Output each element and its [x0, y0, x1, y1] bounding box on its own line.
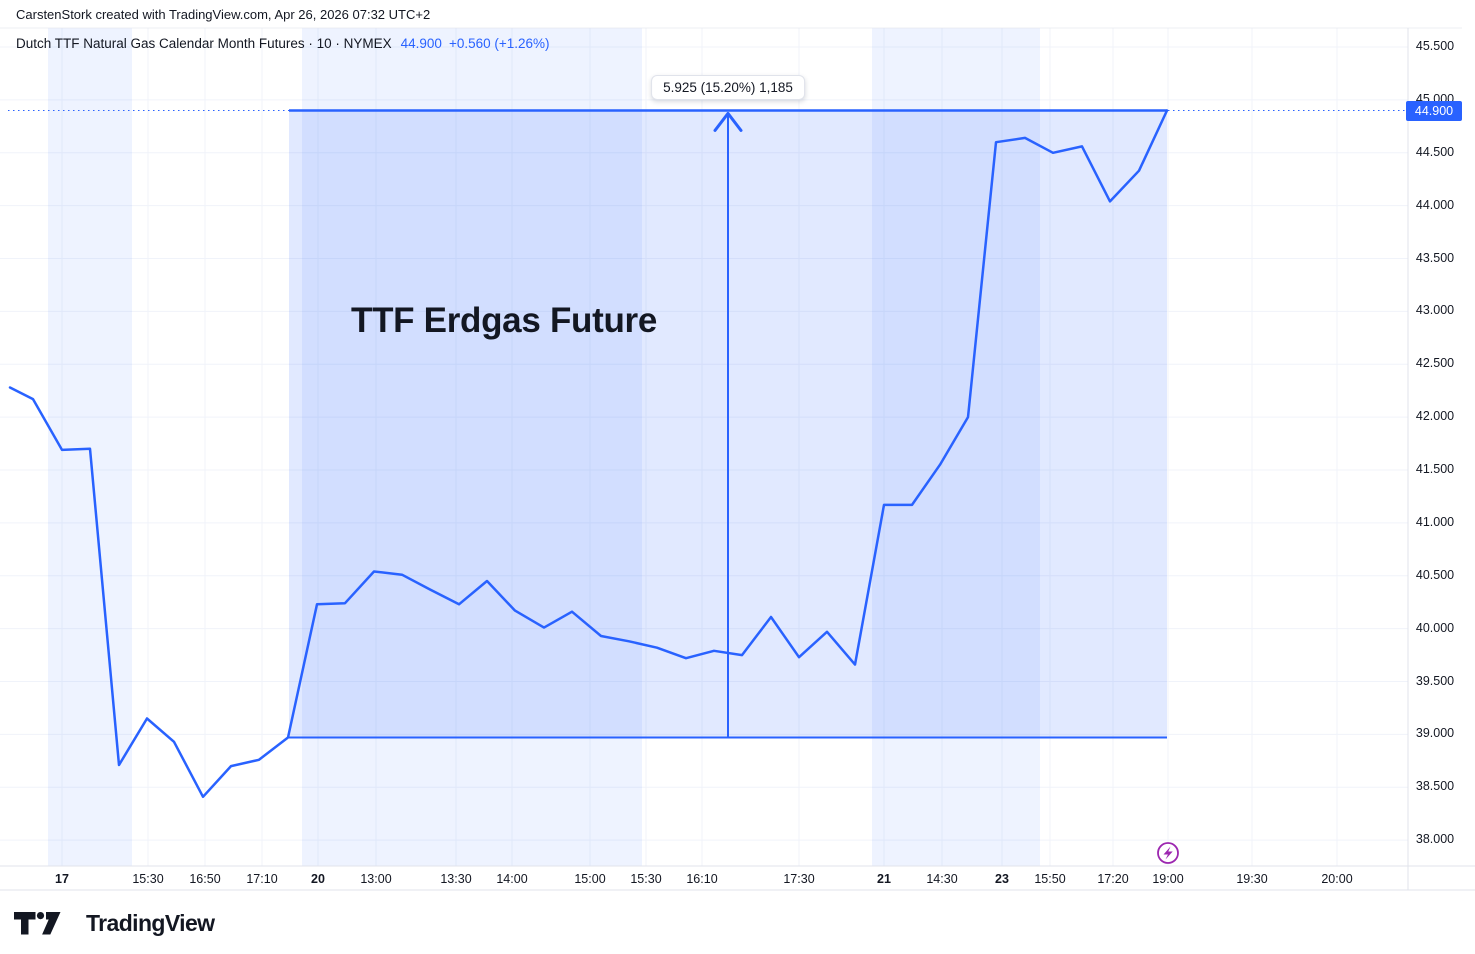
tradingview-logo-text: TradingView: [86, 909, 215, 936]
price-tick-label: 45.500: [1415, 39, 1455, 53]
time-tick-label: 13:30: [440, 872, 472, 886]
price-tick-label: 38.500: [1415, 779, 1455, 793]
time-tick-label: 14:30: [926, 872, 958, 886]
symbol-legend[interactable]: Dutch TTF Natural Gas Calendar Month Fut…: [16, 36, 550, 51]
price-tick-label: 38.000: [1415, 832, 1455, 846]
time-tick-label: 16:50: [189, 872, 221, 886]
session-band: [48, 28, 132, 866]
time-tick-label: 16:10: [686, 872, 718, 886]
price-tick-label: 44.500: [1415, 145, 1455, 159]
time-tick-label: 15:30: [630, 872, 662, 886]
time-tick-label: 17:20: [1097, 872, 1129, 886]
price-tick-label: 41.500: [1415, 462, 1455, 476]
price-tick-label: 40.500: [1415, 568, 1455, 582]
time-tick-label: 15:00: [574, 872, 606, 886]
symbol-title: Dutch TTF Natural Gas Calendar Month Fut…: [16, 36, 392, 51]
session-band: [302, 28, 642, 866]
time-tick-label: 17:30: [783, 872, 815, 886]
legend-last-price: 44.900: [400, 36, 442, 51]
price-tick-label: 39.500: [1415, 674, 1455, 688]
tradingview-logo-mark: [14, 912, 61, 935]
price-line-series[interactable]: [8, 109, 1169, 799]
copyright-line: CarstenStork created with TradingView.co…: [16, 7, 431, 22]
price-tick-label: 42.000: [1415, 409, 1455, 423]
legend-price-change: +0.560 (+1.26%): [448, 36, 550, 51]
price-range-measurement[interactable]: [8, 109, 1406, 739]
chart-watermark-text: TTF Erdgas Future: [351, 301, 658, 340]
time-tick-label: 13:00: [360, 872, 392, 886]
flash-event-icon[interactable]: [1157, 842, 1179, 864]
price-tick-label: 41.000: [1415, 515, 1455, 529]
tradingview-logo[interactable]: TradingView: [13, 909, 215, 937]
time-tick-label: 17:10: [246, 872, 278, 886]
time-tick-label: 15:50: [1034, 872, 1066, 886]
price-tick-label: 43.500: [1415, 251, 1455, 265]
lightning-bolt-icon: [1163, 846, 1173, 860]
price-tick-label: 42.500: [1415, 356, 1455, 370]
price-tick-label: 44.000: [1415, 198, 1455, 212]
time-tick-label-day: 23: [995, 872, 1009, 886]
price-tick-label: 40.000: [1415, 621, 1455, 635]
time-tick-label-day: 20: [311, 872, 325, 886]
measurement-arrowhead-up-icon: [713, 111, 743, 132]
time-tick-label: 19:00: [1152, 872, 1184, 886]
last-price-axis-badge: 44.900: [1406, 101, 1462, 121]
session-band: [872, 28, 1040, 866]
time-tick-label-day: 21: [877, 872, 891, 886]
time-tick-label: 14:00: [496, 872, 528, 886]
measurement-label: 5.925 (15.20%) 1,185: [651, 75, 805, 100]
price-tick-label: 39.000: [1415, 726, 1455, 740]
time-tick-label-day: 17: [55, 872, 69, 886]
time-tick-label: 19:30: [1236, 872, 1268, 886]
time-tick-label: 15:30: [132, 872, 164, 886]
price-tick-label: 43.000: [1415, 303, 1455, 317]
time-tick-label: 20:00: [1321, 872, 1353, 886]
